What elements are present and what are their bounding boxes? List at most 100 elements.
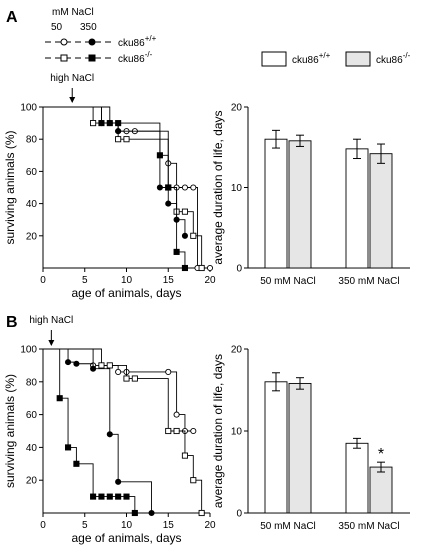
x-axis-label: age of animals, days (71, 286, 181, 300)
x-tick-label: 20 (204, 520, 216, 531)
x-tick-label: 15 (163, 520, 175, 531)
x-tick-label: 5 (82, 275, 88, 286)
bar (345, 148, 369, 269)
data-point (115, 120, 122, 127)
high-nacl-annotation: high NaCl (29, 315, 73, 326)
high-nacl-annotation: high NaCl (50, 73, 94, 84)
series-line-2 (43, 348, 203, 513)
legend-row2-label: cku86-/- (118, 50, 153, 65)
data-point (198, 264, 205, 272)
data-point (98, 120, 105, 127)
legend-title: mM NaCl (52, 7, 94, 18)
bar (264, 138, 288, 269)
data-point (190, 232, 197, 239)
y-axis-label: average duration of life, days (211, 354, 225, 508)
data-point (181, 452, 189, 459)
data-point (173, 427, 180, 435)
bar (369, 153, 393, 269)
data-point (98, 493, 105, 500)
bar-legend-entry-wt: cku86+/+ (292, 51, 331, 66)
data-point (98, 362, 105, 369)
bar-legend: cku86+/+ cku86-/- (261, 51, 411, 67)
panel-label-b: B (6, 314, 18, 331)
bar (288, 382, 312, 514)
legend-row1-label: cku86+/+ (118, 34, 157, 49)
bar (288, 140, 312, 269)
b-survival-plot: 20 40 60 80 100 0 5 10 15 20 age of animals, days s… (3, 315, 216, 545)
legend-marker-open-square (60, 54, 68, 62)
survival-legend: mM NaCl 50 350 cku86+/+ cku86-/- (45, 7, 157, 65)
x-tick-label: 20 (204, 275, 216, 286)
y-tick-label: 10 (231, 183, 243, 194)
legend-marker-filled-square (88, 54, 96, 62)
data-point (165, 368, 172, 376)
bar (345, 442, 369, 514)
data-point (115, 478, 122, 485)
data-point (123, 375, 130, 382)
y-tick-label: 20 (231, 103, 243, 114)
y-tick-label: 80 (26, 377, 38, 388)
data-point (156, 152, 163, 159)
legend-marker-filled-circle (88, 38, 96, 46)
x-tick-label: 10 (121, 275, 133, 286)
data-point (56, 395, 63, 402)
y-tick-label: 60 (26, 167, 38, 178)
category-label: 50 mM NaCl (260, 521, 316, 532)
data-point (148, 509, 155, 517)
y-tick-label: 60 (26, 410, 38, 421)
legend-col-350: 350 (80, 22, 97, 33)
data-point (90, 365, 97, 372)
bar (264, 381, 288, 514)
data-point (106, 120, 113, 127)
x-tick-label: 0 (40, 275, 46, 286)
legend-col-50: 50 (51, 22, 63, 33)
y-tick-label: 80 (26, 135, 38, 146)
y-tick-label: 20 (231, 345, 243, 356)
data-point (73, 460, 80, 467)
data-point (181, 184, 188, 191)
panel-label-a: A (6, 9, 18, 26)
y-tick-label: 0 (236, 509, 242, 520)
data-point (173, 411, 180, 418)
y-tick-label: 40 (26, 199, 38, 210)
arrow-head-icon (69, 97, 76, 103)
series-line-3 (43, 348, 136, 513)
data-point (64, 444, 72, 451)
data-point (190, 184, 197, 191)
arrow-head-icon (48, 340, 55, 346)
bar-legend-swatch-ko (345, 51, 371, 67)
data-point (115, 368, 122, 376)
y-tick-label: 100 (20, 345, 37, 356)
data-point (131, 375, 138, 382)
bar-legend-swatch-wt (261, 51, 287, 67)
data-point (165, 200, 172, 207)
data-point (206, 264, 214, 272)
category-label: 50 mM NaCl (260, 276, 316, 287)
b-bar-plot: 0 10 20 average duration of life, days 50 mM… (211, 345, 410, 532)
bar-legend-entry-ko: cku86-/- (376, 51, 411, 66)
y-tick-label: 10 (231, 427, 243, 438)
data-point (115, 493, 122, 500)
data-point (115, 136, 122, 143)
legend-marker-open-circle (60, 38, 68, 46)
category-label: 350 mM NaCl (338, 276, 399, 287)
x-tick-label: 5 (82, 520, 88, 531)
data-point (173, 248, 180, 255)
data-point (190, 477, 197, 484)
y-tick-label: 100 (20, 103, 37, 114)
data-point (190, 427, 197, 435)
a-survival-plot: 20 40 60 80 100 0 5 10 15 20 age of animals, days s… (3, 73, 216, 300)
data-point (165, 427, 172, 435)
data-point (181, 264, 189, 272)
y-axis-label: surviving animals (%) (3, 374, 17, 488)
significance-marker: * (378, 446, 384, 463)
data-point (131, 509, 138, 517)
y-tick-label: 20 (26, 231, 38, 242)
y-tick-label: 40 (26, 443, 38, 454)
x-tick-label: 0 (40, 520, 46, 531)
y-tick-label: 20 (26, 476, 38, 487)
category-label: 350 mM NaCl (338, 521, 399, 532)
data-point (106, 362, 113, 369)
series-line-1 (43, 106, 186, 236)
x-tick-label: 15 (163, 275, 175, 286)
